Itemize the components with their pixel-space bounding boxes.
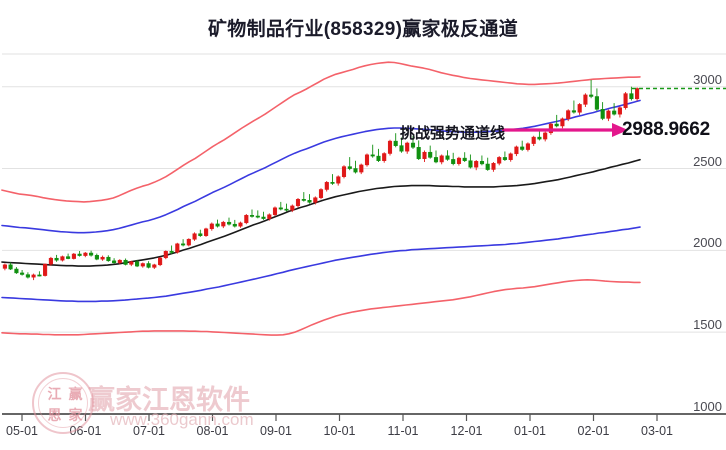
x-axis-tick-02-01: 02-01 <box>577 424 610 438</box>
watermark-seal-characters: 江赢恩家 <box>44 384 86 426</box>
x-axis-tick-11-01: 11-01 <box>387 424 419 438</box>
x-axis-tick-10-01: 10-01 <box>323 424 356 438</box>
x-axis-tick-09-01: 09-01 <box>260 424 292 438</box>
annotation-arrow <box>502 123 628 137</box>
seal-char: 赢 <box>68 386 83 402</box>
y-axis-tick-1500: 1500 <box>693 317 722 333</box>
gridlines-group <box>2 53 726 415</box>
watermark-url: www.360gann.com <box>110 410 254 429</box>
seal-char: 家 <box>68 407 83 423</box>
watermark-brand: 赢家江恩软件 <box>88 385 250 415</box>
x-axis-tick-03-01: 03-01 <box>641 424 673 438</box>
y-axis-tick-1000: 1000 <box>693 399 722 414</box>
candlestick-series <box>2 79 640 281</box>
watermark-seal-inner-ring <box>38 378 88 428</box>
watermark-seal-icon: 江赢恩家 <box>32 372 94 434</box>
price-callout-label: 2988.9662 <box>622 119 711 140</box>
x-axis-tick-01-01: 01-01 <box>514 424 546 438</box>
channel-bands-group <box>1 61 641 336</box>
x-axis-tick-12-01: 12-01 <box>450 424 483 438</box>
y-axis-tick-2500: 2500 <box>693 153 722 169</box>
y-axis-tick-2000: 2000 <box>693 235 722 251</box>
seal-char: 江 <box>47 386 62 402</box>
chart-title: 矿物制品行业(858329)赢家极反通道 <box>207 19 519 40</box>
channel-annotation-label: 挑战强势通道线 <box>400 125 506 142</box>
x-axis-tick-08-01: 08-01 <box>196 424 229 438</box>
x-axis-tick-07-01: 07-01 <box>133 424 165 438</box>
y-axis-tick-3000: 3000 <box>693 71 722 87</box>
seal-char: 恩 <box>47 407 62 423</box>
x-axis-tick-05-01: 05-01 <box>6 424 38 438</box>
